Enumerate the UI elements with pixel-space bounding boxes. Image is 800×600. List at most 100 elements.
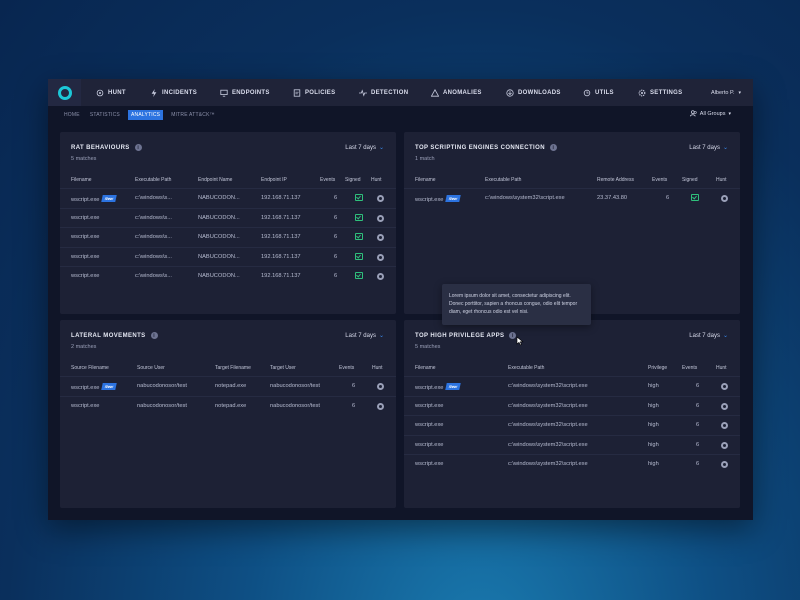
signed-icon [691,194,699,201]
table-row[interactable]: wscript.exe c:\windows\s... NABUCODON...… [60,207,396,228]
logo-icon [57,85,72,100]
hunt-icon[interactable] [721,195,728,202]
table-row[interactable]: wscript.exe c:\windows\system32\script.e… [404,415,740,435]
hunt-icon[interactable] [721,402,728,410]
hunt-icon[interactable] [377,383,384,390]
new-badge: New [445,195,462,202]
match-count: 2 matches [71,344,97,350]
privilege-cell: high [648,402,659,409]
events-cell: 6 [334,273,338,279]
logo[interactable] [48,79,81,106]
date-range-dropdown[interactable]: Last 7 days ⌄ [345,332,384,340]
nav-incidents[interactable]: INCIDENTS [150,79,197,106]
table-row[interactable]: wscript.exe New c:\windows\s... NABUCODON… [60,188,396,208]
column-header[interactable]: Executable Path [485,177,522,183]
hunt-icon[interactable] [721,383,728,390]
privilege-cell: high [648,461,659,467]
table-row[interactable]: wscript.exe c:\windows\system32\script.e… [404,454,740,474]
table-row[interactable]: wscript.exe New c:\windows\system32\scrip… [404,376,740,396]
hunt-icon[interactable] [377,214,384,222]
column-header[interactable]: Target User [270,365,296,371]
column-header[interactable]: Signed [682,177,698,183]
column-header[interactable]: Filename [71,177,92,183]
column-header[interactable]: Target Filename [215,365,251,371]
date-range-dropdown[interactable]: Last 7 days ⌄ [345,144,384,152]
column-header[interactable]: Events [652,177,668,183]
table-row[interactable]: wscript.exe c:\windows\system32\script.e… [404,434,740,455]
table-row[interactable]: wscript.exe New c:\windows\system32\scrip… [404,188,740,208]
user-menu[interactable]: Alberto P. ▾ [711,79,741,106]
info-icon[interactable]: i [509,332,517,339]
column-header[interactable]: Signed [345,177,361,183]
column-header[interactable]: Privilege [648,365,668,371]
nav-policies[interactable]: POLICIES [293,79,335,106]
table-row[interactable]: wscript.exe c:\windows\s... NABUCODON...… [60,266,396,286]
table-row[interactable]: wscript.exe nabucodonosor/test notepad.e… [60,395,396,416]
column-header[interactable]: Source User [137,365,165,371]
column-header[interactable]: Filename [415,177,436,183]
match-count: 5 matches [415,344,441,350]
column-header[interactable]: Endpoint Name [198,177,233,183]
column-header[interactable]: Executable Path [135,177,172,183]
path-cell: c:\windows\s... [135,253,172,260]
events-cell: 6 [334,253,338,260]
hunt-icon[interactable] [721,461,728,468]
gear-icon [638,89,646,96]
tab-analytics[interactable]: ANALYTICS [127,109,164,120]
date-range-dropdown[interactable]: Last 7 days ⌄ [689,144,728,152]
events-cell: 6 [696,422,700,428]
monitor-icon [220,89,228,97]
nav-utils-label: UTILS [595,89,614,96]
nav-detection[interactable]: DETECTION [359,79,408,106]
table-row[interactable]: wscript.exe c:\windows\s... NABUCODON...… [60,246,396,267]
info-icon[interactable]: i [549,144,557,151]
path-cell: c:\windows\system32\script.exe [508,441,588,448]
nav-hunt[interactable]: HUNT [96,79,126,106]
hunt-icon[interactable] [721,422,728,429]
info-icon[interactable]: i [134,144,142,151]
column-header[interactable]: Remote Address [597,177,634,183]
info-tooltip: Lorem ipsum dolor sit amet, consectetur … [442,284,591,325]
tab-home[interactable]: HOME [64,111,80,118]
column-header[interactable]: Endpoint IP [261,177,287,183]
hunt-icon[interactable] [377,273,384,280]
hunt-icon[interactable] [377,234,384,241]
path-cell: c:\windows\system32\script.exe [508,461,588,467]
path-cell: c:\windows\system32\script.exe [485,195,565,201]
endpoint-cell: NABUCODON... [198,234,240,240]
groups-selector[interactable]: All Groups ▾ [689,110,731,117]
mouse-cursor-icon [516,336,524,346]
info-icon[interactable]: i [150,332,158,339]
column-header[interactable]: Events [339,365,355,371]
nav-settings[interactable]: SETTINGS [638,79,682,106]
column-header[interactable]: Filename [415,365,436,371]
hunt-icon[interactable] [377,195,384,202]
scripting-engines-panel: TOP SCRIPTING ENGINES CONNECTION i 1 matc… [404,132,740,314]
events-cell: 6 [334,214,338,221]
tab-statistics[interactable]: STATISTICS [89,111,120,118]
nav-anomalies[interactable]: ANOMALIES [431,79,482,106]
warning-icon [431,88,439,97]
nav-downloads[interactable]: DOWNLOADS [506,79,561,106]
date-range-dropdown[interactable]: Last 7 days ⌄ [689,332,728,340]
filename-cell: wscript.exe [71,214,100,221]
utils-icon [583,89,591,96]
column-header[interactable]: Events [682,365,698,371]
nav-utils[interactable]: UTILS [583,79,614,106]
column-header[interactable]: Source Filename [71,365,109,371]
hunt-icon[interactable] [377,253,384,261]
column-header[interactable]: Events [320,177,336,183]
filename-cell: wscript.exe New [415,195,462,203]
table-row[interactable]: wscript.exe c:\windows\s... NABUCODON...… [60,227,396,247]
nav-endpoints[interactable]: ENDPOINTS [220,79,270,106]
hunt-icon[interactable] [377,402,384,410]
filename-cell: wscript.exe [71,273,100,279]
column-header[interactable]: Executable Path [508,365,545,371]
table-row[interactable]: wscript.exe New nabucodonosor/test notepa… [60,376,396,396]
table-row[interactable]: wscript.exe c:\windows\system32\script.e… [404,395,740,416]
events-cell: 6 [696,441,700,448]
tab-mitre[interactable]: MITRE ATT&CK™ [171,111,215,118]
app-window: HUNT INCIDENTS ENDPOINTS POLICIES DETECT… [48,79,753,520]
hunt-icon[interactable] [721,441,728,449]
groups-label: All Groups [699,110,726,117]
